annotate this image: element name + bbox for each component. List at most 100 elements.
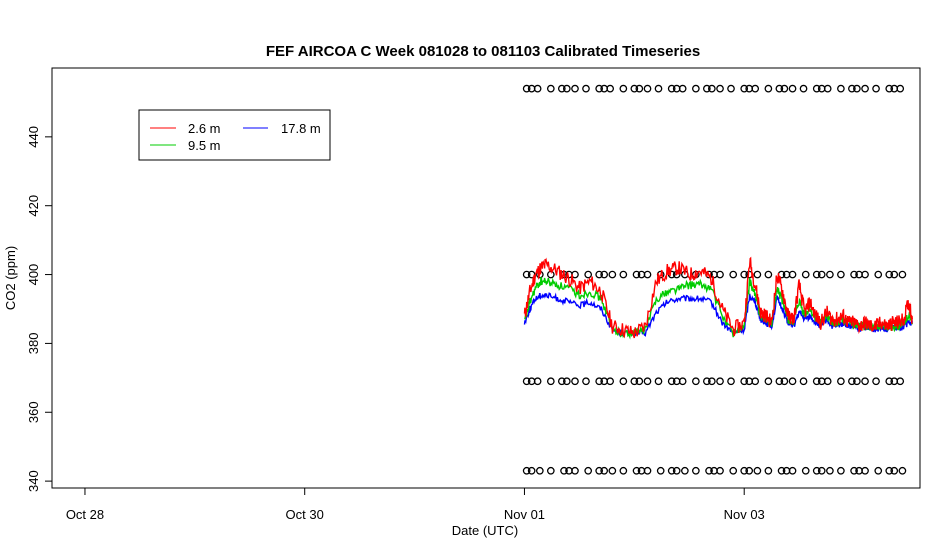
series-line-2-6m — [523, 256, 913, 339]
calibration-point — [885, 270, 894, 279]
calibration-point — [861, 270, 869, 279]
calibration-point — [635, 377, 644, 386]
calibration-point — [681, 466, 689, 475]
calibration-point — [823, 84, 832, 93]
calibration-point — [600, 466, 609, 475]
calibration-point — [707, 377, 716, 386]
calibration-point — [853, 84, 861, 93]
calibration-point — [619, 84, 628, 93]
calibration-point — [740, 84, 749, 93]
calibration-point — [582, 84, 590, 93]
x-tick-label: Oct 30 — [286, 507, 324, 522]
calibration-point — [672, 466, 681, 475]
calibration-point — [630, 84, 639, 93]
calibration-point — [678, 377, 687, 386]
calibration-point — [632, 270, 641, 279]
calibration-point — [582, 377, 590, 386]
calibration-point — [861, 466, 869, 475]
calibration-point — [788, 270, 797, 279]
calibration-point — [643, 84, 652, 93]
calibration-point — [780, 84, 789, 93]
x-axis: Oct 28 Oct 30 Nov 01 Nov 03 — [66, 487, 765, 522]
calibration-point — [812, 84, 821, 93]
calibration-point — [853, 377, 861, 386]
calibration-point — [692, 377, 700, 386]
series-lines — [523, 256, 913, 340]
calibration-point — [522, 84, 531, 93]
calibration-point — [533, 377, 542, 386]
calibration-point — [874, 466, 883, 475]
calibration-point — [527, 466, 536, 475]
calibration-point — [885, 84, 894, 93]
calibration-point — [606, 84, 615, 93]
calibration-point — [522, 466, 531, 475]
calibration-point — [740, 466, 749, 475]
calibration-point — [546, 270, 555, 279]
calibration-point — [896, 377, 905, 386]
calibration-point — [584, 270, 593, 279]
calibration-point — [560, 466, 568, 475]
calibration-point — [716, 84, 724, 93]
y-tick-label: 440 — [26, 126, 41, 148]
calibration-point — [837, 466, 845, 475]
calibration-point — [707, 84, 716, 93]
y-tick-label: 420 — [26, 195, 41, 217]
legend-box — [138, 109, 331, 161]
calibration-point — [619, 377, 628, 386]
calibration-point — [571, 377, 579, 386]
calibration-point — [667, 377, 676, 386]
x-tick-label: Oct 28 — [66, 507, 104, 522]
calibration-point — [692, 84, 700, 93]
calibration-point — [702, 84, 711, 93]
calibration-point — [812, 377, 821, 386]
calibration-point — [608, 466, 617, 475]
calibration-point — [764, 84, 773, 93]
calibration-point — [522, 377, 531, 386]
chart-title: FEF AIRCOA C Week 081028 to 081103 Calib… — [266, 43, 700, 60]
calibration-point — [848, 84, 856, 93]
calibration-point — [777, 466, 786, 475]
calibration-point — [826, 466, 834, 475]
x-tick-label: Nov 01 — [504, 507, 545, 522]
calibration-point — [799, 84, 808, 93]
calibration-point — [890, 270, 899, 279]
calibration-point — [751, 377, 760, 386]
calibration-point — [702, 377, 711, 386]
calibration-point — [885, 377, 894, 386]
calibration-points — [522, 84, 907, 475]
calibration-point — [861, 84, 869, 93]
calibration-point — [557, 377, 566, 386]
calibration-point — [562, 377, 571, 386]
calibration-point — [535, 466, 544, 475]
calibration-point — [775, 377, 784, 386]
calibration-point — [872, 377, 880, 386]
y-axis: 340 360 380 400 420 440 — [26, 126, 53, 492]
calibration-point — [898, 270, 907, 279]
y-tick-label: 380 — [26, 333, 41, 355]
y-axis-label: CO2 (ppm) — [3, 246, 18, 310]
calibration-point — [584, 466, 593, 475]
calibration-point — [837, 84, 845, 93]
series-line-9-5m — [524, 276, 913, 340]
calibration-point — [595, 84, 604, 93]
calibration-point — [850, 270, 858, 279]
calibration-point — [608, 270, 617, 279]
calibration-point — [571, 84, 579, 93]
x-tick-label: Nov 03 — [724, 507, 765, 522]
calibration-point — [729, 466, 738, 475]
calibration-point — [643, 466, 652, 475]
calibration-point — [678, 84, 687, 93]
calibration-point — [788, 84, 797, 93]
calibration-point — [817, 466, 826, 475]
calibration-point — [716, 270, 724, 279]
legend-label-9-5m: 9.5 m — [188, 138, 221, 153]
calibration-point — [716, 377, 724, 386]
calibration-point — [753, 466, 762, 475]
calibration-point — [764, 377, 773, 386]
calibration-point — [823, 377, 832, 386]
calibration-point — [896, 84, 905, 93]
calibration-point — [780, 377, 789, 386]
calibration-point — [837, 270, 845, 279]
y-tick-label: 400 — [26, 264, 41, 286]
